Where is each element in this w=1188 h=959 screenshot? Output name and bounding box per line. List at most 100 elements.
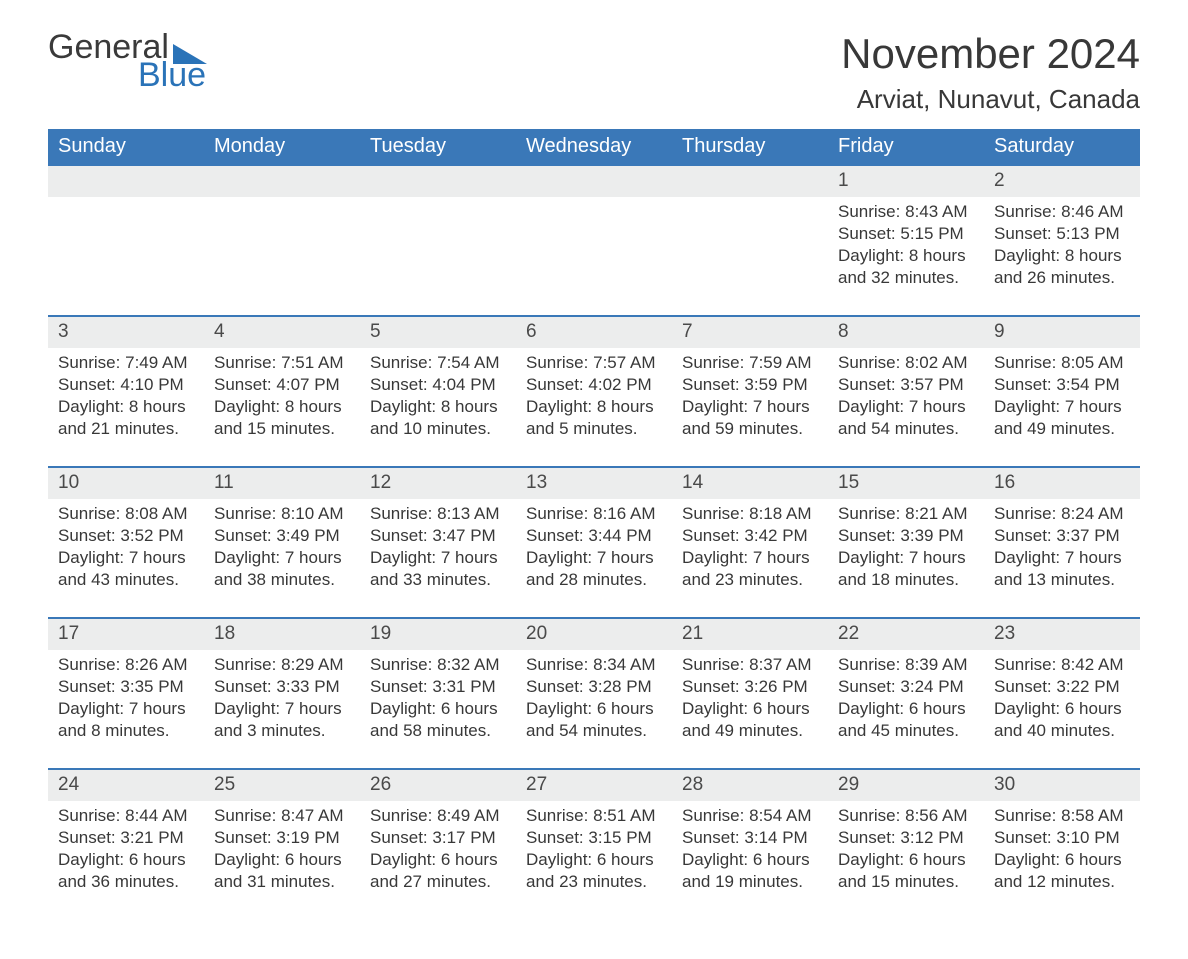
sunset-label: Sunset: [682,677,740,696]
sunset-label: Sunset: [526,677,584,696]
sunset: Sunset: 3:44 PM [526,525,662,547]
sunset-value: 3:28 PM [588,677,651,696]
daylight: Daylight: 7 hours and 28 minutes. [526,547,662,591]
daylight-label: Daylight: [526,548,592,567]
day-number: 13 [516,468,672,499]
day-details: Sunrise: 7:51 AMSunset: 4:07 PMDaylight:… [204,348,360,440]
sunset: Sunset: 3:39 PM [838,525,974,547]
day-number: 21 [672,619,828,650]
sunrise-value: 7:54 AM [437,353,499,372]
sunset-value: 3:10 PM [1056,828,1119,847]
daylight: Daylight: 6 hours and 49 minutes. [682,698,818,742]
sunrise-value: 8:21 AM [905,504,967,523]
sunrise: Sunrise: 8:43 AM [838,201,974,223]
sunrise-label: Sunrise: [994,504,1056,523]
calendar-day: 24Sunrise: 8:44 AMSunset: 3:21 PMDayligh… [48,769,204,919]
sunrise-value: 8:02 AM [905,353,967,372]
sunset: Sunset: 3:42 PM [682,525,818,547]
day-number: 29 [828,770,984,801]
sunset-value: 3:52 PM [120,526,183,545]
day-number: 10 [48,468,204,499]
sunset-label: Sunset: [526,828,584,847]
day-details: Sunrise: 8:43 AMSunset: 5:15 PMDaylight:… [828,197,984,289]
sunrise-label: Sunrise: [838,655,900,674]
calendar-day: 26Sunrise: 8:49 AMSunset: 3:17 PMDayligh… [360,769,516,919]
sunrise: Sunrise: 8:32 AM [370,654,506,676]
sunset: Sunset: 3:33 PM [214,676,350,698]
day-details: Sunrise: 8:49 AMSunset: 3:17 PMDaylight:… [360,801,516,893]
daylight: Daylight: 7 hours and 43 minutes. [58,547,194,591]
sunset-label: Sunset: [58,828,116,847]
calendar-week: 1Sunrise: 8:43 AMSunset: 5:15 PMDaylight… [48,165,1140,316]
day-details: Sunrise: 8:24 AMSunset: 3:37 PMDaylight:… [984,499,1140,591]
sunset-value: 3:37 PM [1056,526,1119,545]
sunrise-value: 8:05 AM [1061,353,1123,372]
sunrise: Sunrise: 8:58 AM [994,805,1130,827]
sunrise-label: Sunrise: [370,806,432,825]
calendar-day: 25Sunrise: 8:47 AMSunset: 3:19 PMDayligh… [204,769,360,919]
calendar-week: 17Sunrise: 8:26 AMSunset: 3:35 PMDayligh… [48,618,1140,769]
sunset-label: Sunset: [682,526,740,545]
daylight-label: Daylight: [214,850,280,869]
sunset-value: 4:10 PM [120,375,183,394]
sunset-label: Sunset: [370,828,428,847]
sunset: Sunset: 3:52 PM [58,525,194,547]
sunset-value: 3:44 PM [588,526,651,545]
sunset-label: Sunset: [526,526,584,545]
day-number: 14 [672,468,828,499]
sunrise-label: Sunrise: [994,202,1056,221]
daylight-label: Daylight: [682,397,748,416]
daylight: Daylight: 7 hours and 38 minutes. [214,547,350,591]
weekday-header: Monday [204,129,360,165]
calendar-day: 20Sunrise: 8:34 AMSunset: 3:28 PMDayligh… [516,618,672,769]
sunrise-value: 8:26 AM [125,655,187,674]
sunrise: Sunrise: 8:02 AM [838,352,974,374]
calendar-day: 21Sunrise: 8:37 AMSunset: 3:26 PMDayligh… [672,618,828,769]
sunset-label: Sunset: [838,677,896,696]
sunrise: Sunrise: 8:34 AM [526,654,662,676]
daylight-label: Daylight: [838,699,904,718]
sunset-value: 3:49 PM [276,526,339,545]
day-number [672,166,828,197]
sunrise: Sunrise: 8:10 AM [214,503,350,525]
daylight: Daylight: 6 hours and 12 minutes. [994,849,1130,893]
sunset-value: 3:54 PM [1056,375,1119,394]
day-details: Sunrise: 8:54 AMSunset: 3:14 PMDaylight:… [672,801,828,893]
daylight: Daylight: 6 hours and 19 minutes. [682,849,818,893]
calendar-day: 27Sunrise: 8:51 AMSunset: 3:15 PMDayligh… [516,769,672,919]
daylight-label: Daylight: [994,699,1060,718]
day-details: Sunrise: 7:57 AMSunset: 4:02 PMDaylight:… [516,348,672,440]
day-number: 24 [48,770,204,801]
sunrise: Sunrise: 7:57 AM [526,352,662,374]
calendar-day: 22Sunrise: 8:39 AMSunset: 3:24 PMDayligh… [828,618,984,769]
sunrise-label: Sunrise: [214,806,276,825]
daylight-label: Daylight: [526,397,592,416]
daylight-label: Daylight: [526,699,592,718]
calendar-day-empty [360,165,516,316]
day-details: Sunrise: 8:42 AMSunset: 3:22 PMDaylight:… [984,650,1140,742]
sunrise-label: Sunrise: [58,504,120,523]
day-number: 1 [828,166,984,197]
day-details: Sunrise: 7:54 AMSunset: 4:04 PMDaylight:… [360,348,516,440]
sunset: Sunset: 3:49 PM [214,525,350,547]
day-details: Sunrise: 7:49 AMSunset: 4:10 PMDaylight:… [48,348,204,440]
sunset-value: 5:15 PM [900,224,963,243]
sunrise-value: 8:10 AM [281,504,343,523]
calendar-day-empty [48,165,204,316]
sunrise-value: 8:58 AM [1061,806,1123,825]
sunrise-value: 8:46 AM [1061,202,1123,221]
sunset-label: Sunset: [682,828,740,847]
sunset-label: Sunset: [370,526,428,545]
weekday-header: Wednesday [516,129,672,165]
daylight: Daylight: 6 hours and 36 minutes. [58,849,194,893]
daylight-label: Daylight: [838,548,904,567]
sunset-label: Sunset: [994,375,1052,394]
title-block: November 2024 Arviat, Nunavut, Canada [841,30,1140,129]
day-number: 26 [360,770,516,801]
day-details: Sunrise: 8:46 AMSunset: 5:13 PMDaylight:… [984,197,1140,289]
day-number: 23 [984,619,1140,650]
calendar-day: 7Sunrise: 7:59 AMSunset: 3:59 PMDaylight… [672,316,828,467]
sunrise: Sunrise: 8:56 AM [838,805,974,827]
sunrise-label: Sunrise: [838,353,900,372]
day-number [48,166,204,197]
